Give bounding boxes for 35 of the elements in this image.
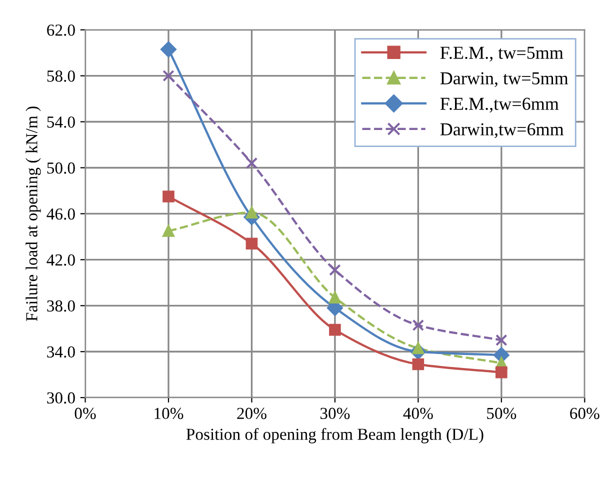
point	[496, 334, 508, 346]
point	[160, 41, 176, 58]
point	[412, 319, 424, 332]
legend-label: F.E.M., tw=5mm	[440, 46, 564, 62]
point	[162, 225, 174, 237]
y-tick-label: 34.0	[47, 346, 75, 358]
point	[412, 358, 424, 370]
point	[162, 190, 174, 202]
y-tick-label: 46.0	[46, 208, 75, 220]
y-tick-label: 58.0	[47, 70, 75, 82]
y-tick-label: 50.0	[47, 162, 75, 174]
point	[246, 157, 258, 170]
y-axis-title: Failure load at opening ( kN/m )	[26, 106, 41, 322]
y-tick-label: 38.0	[47, 300, 75, 312]
point	[496, 366, 508, 378]
point	[329, 324, 341, 336]
y-tick-label: 42.0	[46, 254, 75, 266]
y-tick-label: 54.0	[47, 116, 75, 128]
x-tick-label: 10%	[154, 408, 184, 420]
x-tick-label: 50%	[487, 408, 516, 420]
y-tick-label: 62.0	[47, 24, 75, 36]
x-tick-label: 20%	[237, 408, 266, 420]
legend-label: Darwin,tw=6mm	[440, 123, 564, 138]
x-tick-label: 0%	[74, 408, 96, 420]
point	[246, 238, 258, 250]
y-tick-label: 30.0	[47, 392, 75, 404]
x-tick-label: 40%	[403, 408, 433, 420]
point	[329, 264, 341, 276]
point	[329, 292, 341, 304]
x-axis-title: Position of opening from Beam length (D/L)	[186, 428, 484, 444]
x-tick-label: 60%	[570, 408, 600, 420]
x-tick-label: 30%	[320, 408, 350, 420]
point	[162, 70, 174, 82]
legend-label: Darwin, tw=5mm	[440, 72, 568, 87]
legend-label: F.E.M.,tw=6mm	[440, 98, 559, 113]
